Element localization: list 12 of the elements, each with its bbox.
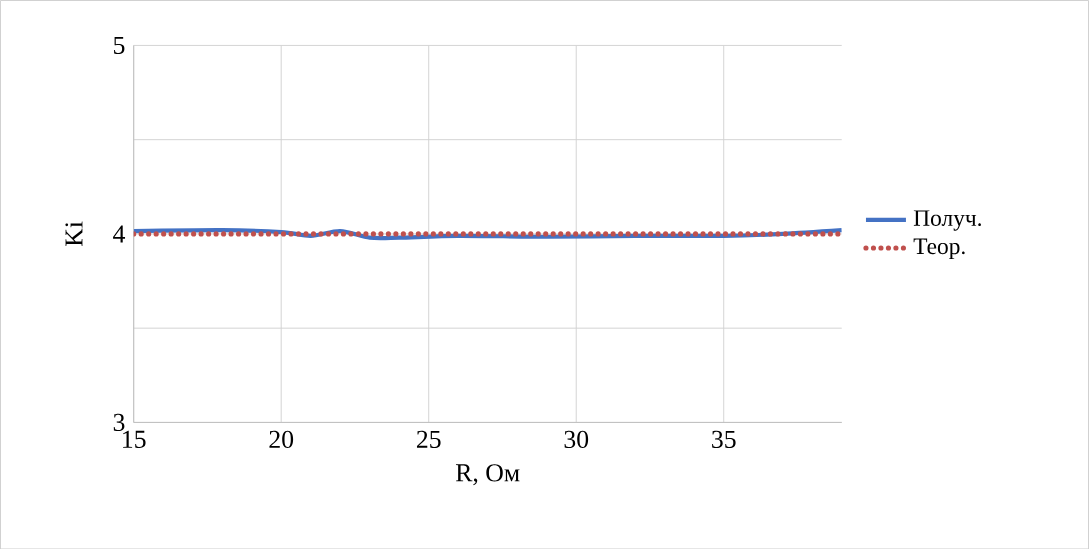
x-tick-label: 25 xyxy=(416,430,441,448)
legend-label: Теор. xyxy=(913,238,965,259)
y-tick-label: 4 xyxy=(113,225,126,243)
y-tick-label: 5 xyxy=(114,36,125,54)
x-tick-label: 20 xyxy=(269,430,294,448)
x-tick-label: 15 xyxy=(123,430,146,448)
x-tick-label: 35 xyxy=(712,430,736,448)
y-axis-title: Ki xyxy=(65,221,83,246)
x-tick-label: 30 xyxy=(564,430,589,448)
legend-label: Получ. xyxy=(913,210,981,231)
x-axis-title: R, Ом xyxy=(455,463,520,485)
y-tick-label: 3 xyxy=(113,413,125,431)
